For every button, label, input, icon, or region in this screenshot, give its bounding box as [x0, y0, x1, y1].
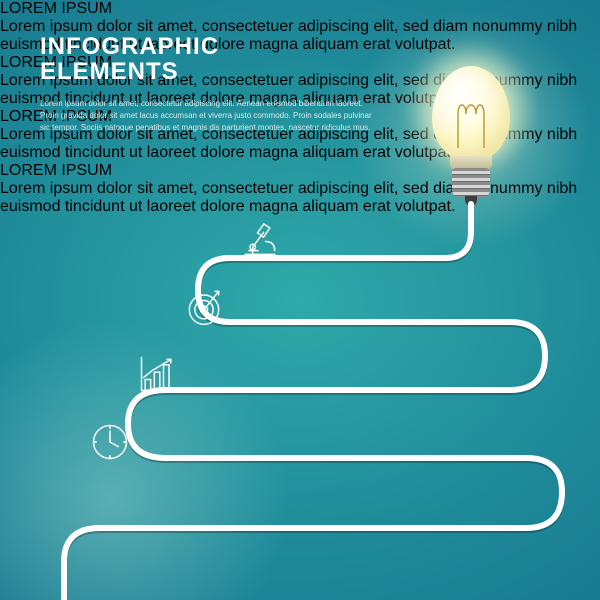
clock-icon [88, 420, 132, 464]
header-block: INFOGRAPHIC ELEMENTS Lorem ipsum dolor s… [40, 34, 380, 134]
bar-chart-icon [136, 352, 180, 396]
lightbulb-tip [465, 196, 477, 206]
lightbulb-graphic [432, 66, 510, 216]
lightbulb-screw-base [452, 168, 490, 198]
title-line-2: ELEMENTS [40, 59, 380, 84]
title-description: Lorem ipsum dolor sit amet, consectetur … [40, 98, 380, 134]
lightbulb-glass [432, 66, 510, 161]
title-line-1: INFOGRAPHIC [40, 34, 380, 59]
step-1-title: LOREM IPSUM [0, 0, 600, 18]
infographic-canvas: INFOGRAPHIC ELEMENTS Lorem ipsum dolor s… [0, 0, 600, 600]
step-4-body: Lorem ipsum dolor sit amet, consectetuer… [0, 180, 600, 216]
microscope-icon [238, 214, 282, 258]
step-4-title: LOREM IPSUM [0, 162, 600, 180]
target-icon [182, 284, 226, 328]
